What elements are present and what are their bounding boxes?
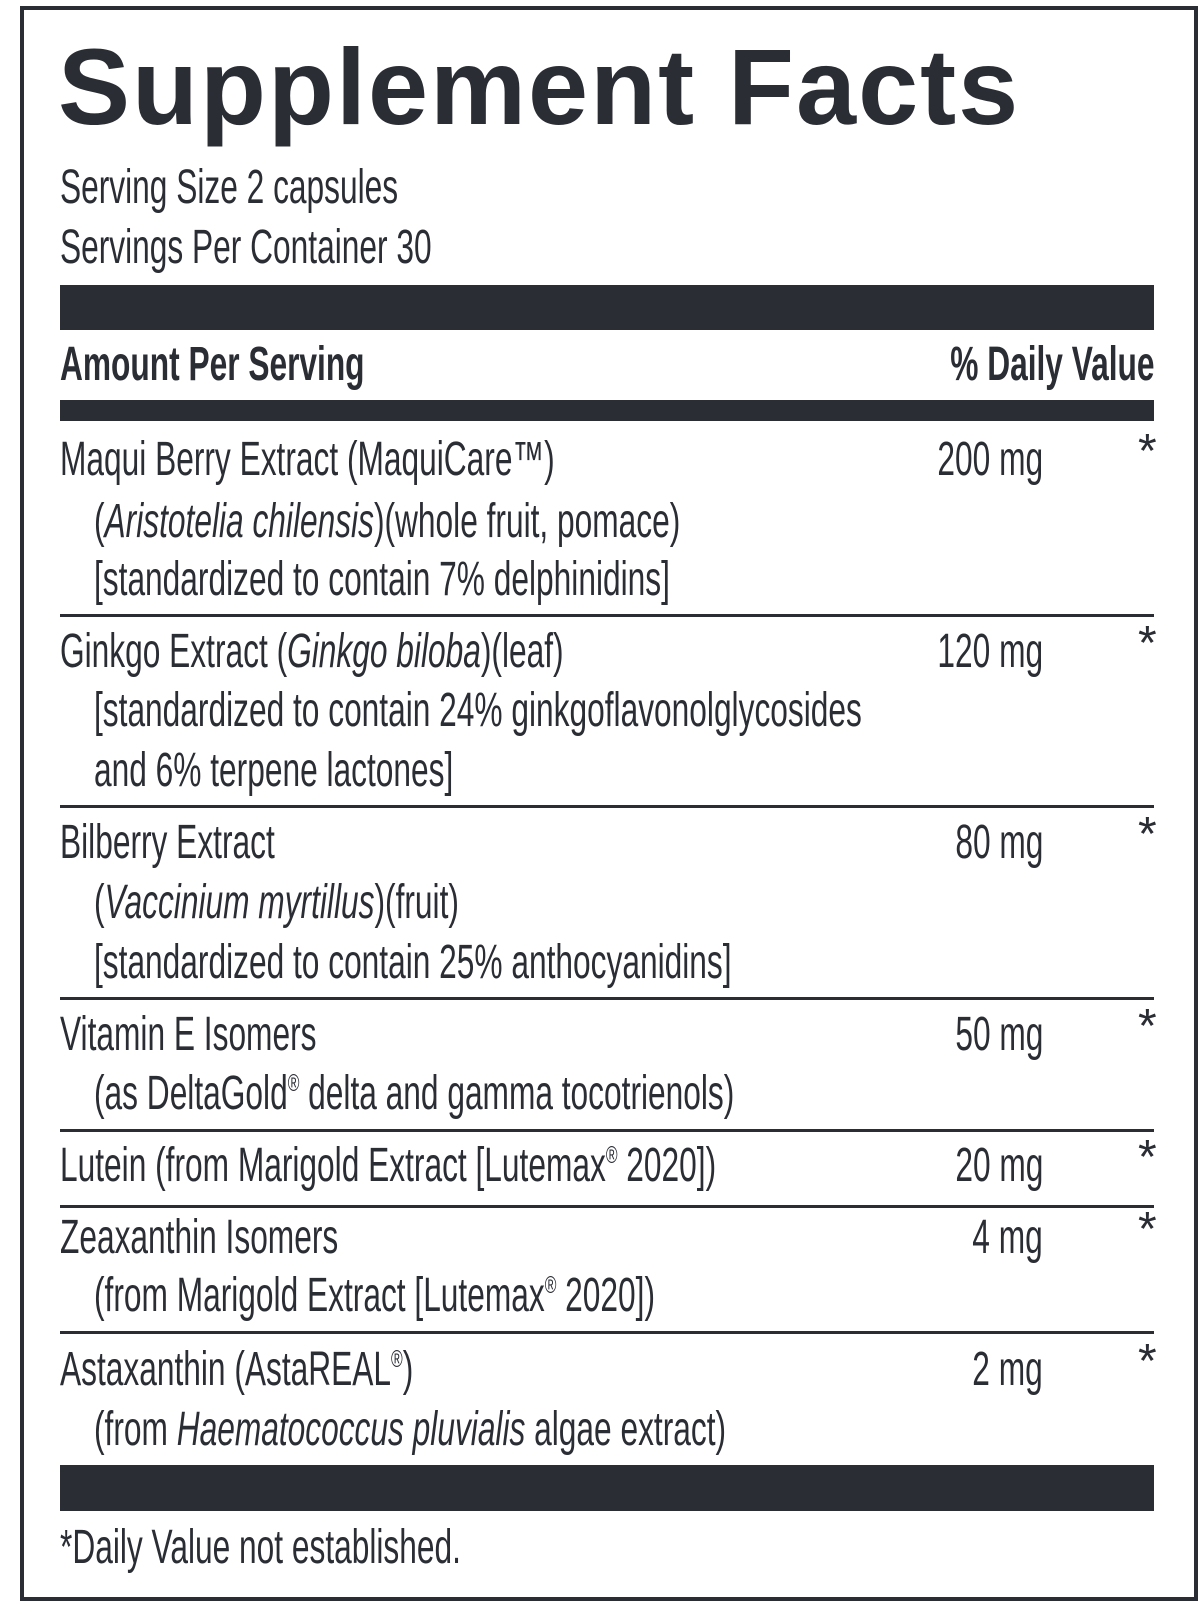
row-divider — [60, 1205, 1154, 1208]
amount-per-serving-header: Amount Per Serving — [60, 335, 521, 395]
text-segment: [standardized to contain 7% delphinidins… — [94, 553, 670, 606]
daily-value-asterisk: * — [1138, 1335, 1157, 1388]
serving-size: Serving Size 2 capsules — [60, 158, 572, 218]
text-segment: Vitamin E Isomers — [60, 1008, 317, 1061]
row-divider — [60, 1129, 1154, 1132]
amount-text: 50 mg — [954, 1008, 1043, 1061]
ingredient-amount: 120 mg — [883, 622, 1043, 682]
row-divider — [60, 1331, 1154, 1334]
text-segment: )(fruit) — [374, 876, 459, 929]
medium-divider — [60, 400, 1154, 421]
daily-value-text: % Daily Value — [949, 338, 1154, 391]
ingredient-detail: (Aristotelia chilensis)(whole fruit, pom… — [94, 492, 982, 552]
daily-value-asterisk: * — [1138, 1000, 1157, 1053]
daily-value-asterisk: * — [1138, 1203, 1157, 1256]
row-divider — [60, 997, 1154, 1000]
text-segment: Maqui Berry Extract (MaquiCare™) — [60, 433, 555, 486]
text-segment: Zeaxanthin Isomers — [60, 1211, 339, 1264]
ingredient-amount: 20 mg — [910, 1136, 1043, 1196]
ingredient-name: Bilberry Extract — [60, 813, 385, 873]
daily-value-asterisk: * — [1138, 617, 1157, 670]
daily-value-asterisk: * — [1138, 808, 1157, 861]
latin-name: Aristotelia chilensis — [104, 495, 374, 548]
latin-name: Ginkgo biloba — [287, 625, 481, 678]
latin-name: Haematococcus pluvialis — [176, 1403, 526, 1456]
text-segment: (from — [94, 1403, 177, 1456]
footnote: *Daily Value not established. — [60, 1518, 667, 1578]
servings-per-container-text: Servings Per Container 30 — [60, 221, 432, 274]
amount-text: 20 mg — [954, 1139, 1043, 1192]
text-segment: )(leaf) — [480, 625, 564, 678]
amount-text: 2 mg — [972, 1343, 1043, 1396]
label-border — [20, 6, 1198, 1601]
footnote-text: *Daily Value not established. — [60, 1521, 461, 1574]
ingredient-detail: [standardized to contain 25% anthocyanid… — [94, 933, 1060, 993]
text-segment: 2020]) — [617, 1139, 717, 1192]
ingredient-amount: 200 mg — [883, 430, 1043, 490]
ingredient-amount: 80 mg — [910, 813, 1043, 873]
ingredient-detail: (as DeltaGold® delta and gamma tocotrien… — [94, 1064, 1064, 1124]
ingredient-detail: (from Haematococcus pluvialis algae extr… — [94, 1400, 1052, 1460]
ingredient-amount: 2 mg — [936, 1340, 1043, 1400]
amount-text: 120 mg — [937, 625, 1043, 678]
ingredient-amount: 4 mg — [936, 1208, 1043, 1268]
registered-mark: ® — [544, 1272, 557, 1299]
ingredient-detail: and 6% terpene lactones] — [94, 741, 638, 801]
text-segment: [standardized to contain 24% ginkgoflavo… — [94, 684, 862, 737]
ingredient-detail: (Vaccinium myrtillus)(fruit) — [94, 873, 647, 933]
text-segment: ) — [402, 1343, 414, 1396]
ingredient-name: Ginkgo Extract (Ginkgo biloba)(leaf) — [60, 622, 823, 682]
servings-per-container: Servings Per Container 30 — [60, 218, 623, 278]
text-segment: (from Marigold Extract [Lutemax — [94, 1269, 545, 1322]
text-segment: Lutein (from Marigold Extract [Lutemax — [60, 1139, 606, 1192]
amount-text: 4 mg — [972, 1211, 1043, 1264]
ingredient-name: Astaxanthin (AstaREAL®) — [60, 1340, 595, 1400]
text-segment: [standardized to contain 25% anthocyanid… — [94, 936, 732, 989]
daily-value-header: % Daily Value — [845, 335, 1154, 395]
ingredient-name: Lutein (from Marigold Extract [Lutemax® … — [60, 1136, 1054, 1196]
ingredient-name: Maqui Berry Extract (MaquiCare™) — [60, 430, 810, 490]
row-divider — [60, 805, 1154, 808]
latin-name: Vaccinium myrtillus — [104, 876, 375, 929]
amount-text: 200 mg — [937, 433, 1043, 486]
registered-mark: ® — [605, 1142, 618, 1169]
ingredient-detail: (from Marigold Extract [Lutemax® 2020]) — [94, 1266, 944, 1326]
text-segment: delta and gamma tocotrienols) — [299, 1067, 735, 1120]
text-segment: ( — [94, 495, 105, 548]
text-segment: Bilberry Extract — [60, 816, 275, 869]
amount-per-serving-text: Amount Per Serving — [60, 338, 365, 391]
serving-size-text: Serving Size 2 capsules — [60, 161, 399, 214]
ingredient-detail: [standardized to contain 7% delphinidins… — [94, 550, 967, 610]
row-divider — [60, 614, 1154, 617]
page-title: Supplement Facts — [58, 26, 1021, 147]
thick-divider-bottom — [60, 1465, 1154, 1511]
ingredient-amount: 50 mg — [910, 1005, 1043, 1065]
text-segment: (as DeltaGold — [94, 1067, 288, 1120]
text-segment: and 6% terpene lactones] — [94, 744, 454, 797]
text-segment: Astaxanthin (AstaREAL — [60, 1343, 392, 1396]
amount-text: 80 mg — [954, 816, 1043, 869]
daily-value-asterisk: * — [1138, 425, 1157, 478]
ingredient-detail: [standardized to contain 24% ginkgoflavo… — [94, 681, 1200, 741]
registered-mark: ® — [391, 1346, 403, 1373]
ingredient-name: Zeaxanthin Isomers — [60, 1208, 482, 1268]
text-segment: Ginkgo Extract ( — [60, 625, 288, 678]
text-segment: 2020]) — [556, 1269, 655, 1322]
daily-value-asterisk: * — [1138, 1131, 1157, 1184]
registered-mark: ® — [287, 1070, 300, 1097]
thick-divider — [60, 285, 1154, 330]
text-segment: )(whole fruit, pomace) — [373, 495, 681, 548]
text-segment: ( — [94, 876, 105, 929]
text-segment: algae extract) — [525, 1403, 727, 1456]
ingredient-name: Vitamin E Isomers — [60, 1005, 449, 1065]
